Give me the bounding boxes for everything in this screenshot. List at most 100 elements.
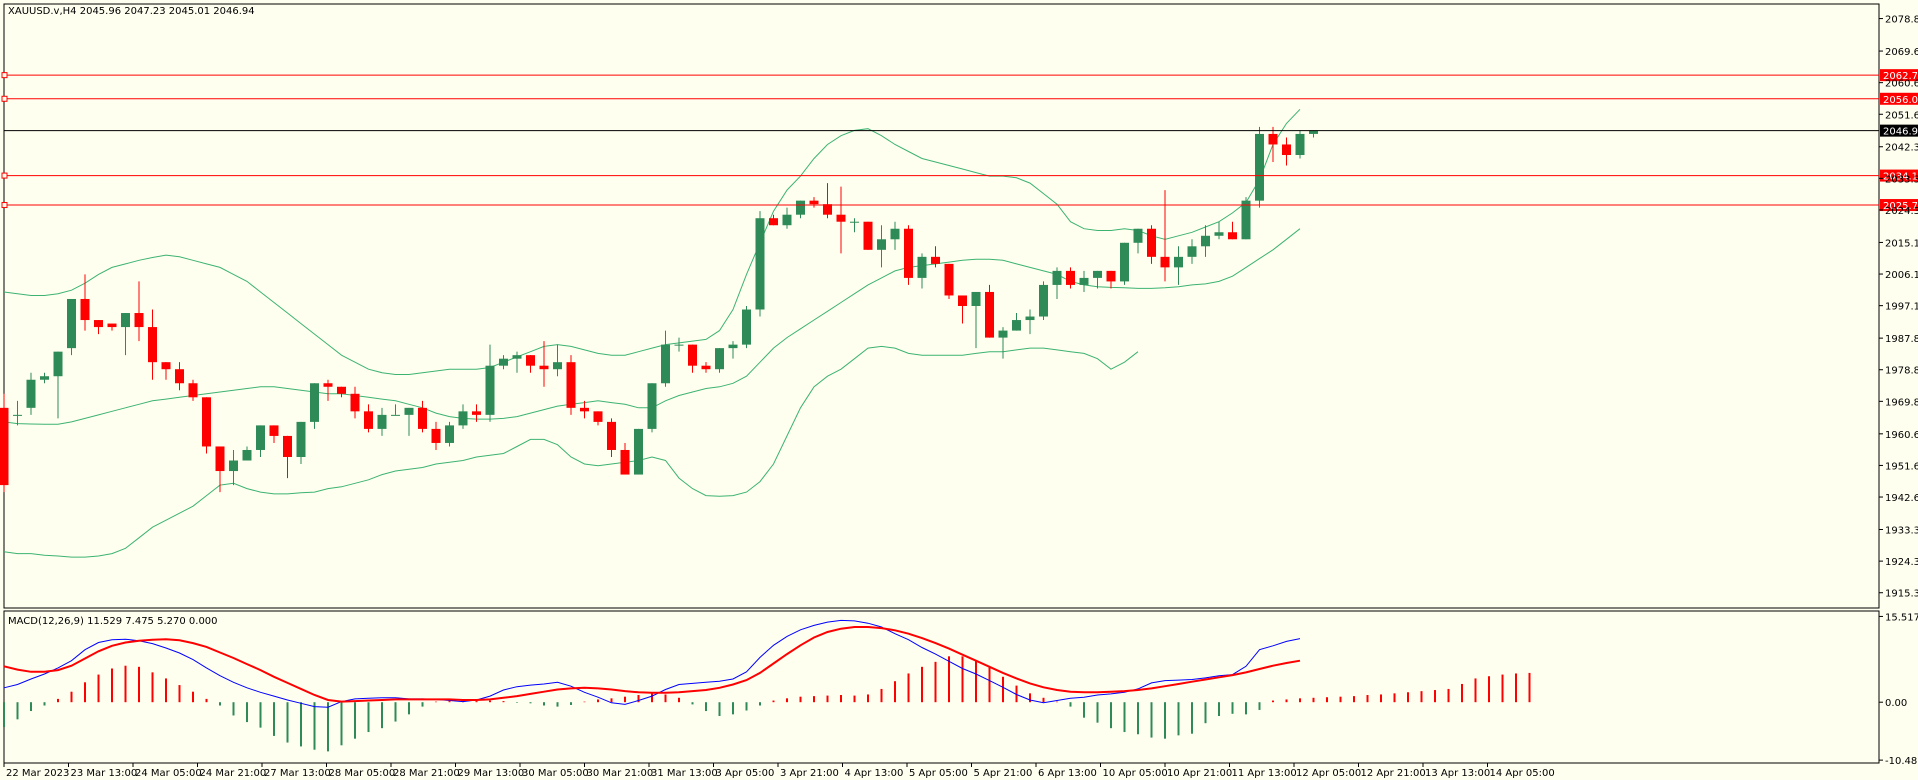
- candle-body: [553, 362, 562, 370]
- level-tag: [1880, 69, 1918, 82]
- price-tick-label: 1924.35: [1885, 557, 1918, 568]
- macd-tick-label: 0.00: [1885, 698, 1907, 709]
- price-tick-label: 2015.10: [1885, 238, 1918, 249]
- candle-body: [1079, 277, 1089, 285]
- candle-body: [1133, 228, 1143, 243]
- candle-body: [202, 397, 211, 447]
- candle-body: [121, 313, 130, 328]
- time-tick-label: 31 Mar 13:00: [651, 768, 718, 779]
- time-tick-label: 10 Apr 21:00: [1167, 768, 1232, 779]
- time-tick-label: 3 Apr 21:00: [780, 768, 839, 779]
- bollinger-upper-line: [3, 108, 1301, 375]
- candle-body: [769, 218, 778, 226]
- candle-body: [1255, 133, 1264, 201]
- candle-body: [863, 221, 873, 250]
- price-panel[interactable]: XAUUSD.v,H4 2045.96 2047.23 2045.01 2046…: [0, 3, 1918, 609]
- candle-body: [229, 460, 238, 472]
- candle-body: [809, 200, 819, 205]
- time-tick-label: 28 Mar 05:00: [329, 768, 396, 779]
- candle-body: [350, 393, 360, 412]
- candle-body: [742, 309, 751, 345]
- level-handle: [1, 172, 8, 179]
- candle-body: [998, 330, 1008, 338]
- time-tick-label: 28 Mar 21:00: [393, 768, 460, 779]
- time-tick-label: 10 Apr 05:00: [1103, 768, 1168, 779]
- horizontal-levels: 2062.74 2056.01 2034.14 2025.75 2046.94: [1, 69, 1918, 212]
- candle-body: [40, 376, 49, 380]
- candle-body: [161, 362, 171, 370]
- candle-body: [661, 344, 670, 384]
- candle-body: [1282, 144, 1291, 155]
- candle-body: [188, 383, 198, 398]
- candle-body: [377, 414, 387, 429]
- candle-body: [512, 355, 522, 359]
- candle-body: [1093, 270, 1102, 278]
- candle-body: [418, 407, 427, 429]
- current-price-label: 2046.94: [1883, 127, 1918, 138]
- candle-body: [391, 414, 400, 416]
- candle-body: [499, 358, 508, 366]
- candle-body: [0, 407, 9, 486]
- candle-body: [958, 295, 967, 306]
- candle-body: [445, 425, 454, 443]
- candle-body: [728, 344, 738, 349]
- candle-body: [904, 228, 913, 278]
- time-tick-label: 29 Mar 13:00: [458, 768, 525, 779]
- level-tag-label: 2025.75: [1883, 201, 1918, 212]
- candle-body: [971, 291, 981, 306]
- candle-body: [782, 214, 792, 226]
- price-tick-label: 2078.85: [1885, 15, 1918, 26]
- price-tick-label: 2033.35: [1885, 174, 1918, 185]
- time-tick-label: 12 Apr 05:00: [1296, 768, 1361, 779]
- level-handle: [1, 72, 8, 79]
- price-tick-label: 1933.35: [1885, 526, 1918, 537]
- candle-body: [890, 228, 900, 240]
- candle-body: [1174, 256, 1183, 268]
- candle-body: [485, 365, 495, 415]
- candle-body: [1309, 130, 1318, 134]
- time-tick-label: 30 Mar 21:00: [587, 768, 654, 779]
- level-tag-label: 2034.14: [1883, 172, 1918, 183]
- candle-body: [242, 449, 252, 461]
- candle-body: [310, 383, 319, 422]
- macd-tick-label: -10.48: [1885, 756, 1917, 767]
- candle-body: [13, 414, 22, 416]
- price-tick-label: 1915.35: [1885, 589, 1918, 600]
- candle-body: [1012, 320, 1021, 331]
- candle-body: [337, 386, 346, 394]
- macd-signal-line: [3, 626, 1301, 703]
- price-tick-label: 2042.35: [1885, 143, 1918, 154]
- candle-body: [634, 428, 643, 475]
- candle-body: [607, 421, 616, 450]
- time-tick-label: 22 Mar 2023: [6, 768, 69, 779]
- time-tick-label: 24 Mar 21:00: [200, 768, 267, 779]
- candle-body: [215, 446, 225, 472]
- level-tag-label: 2056.01: [1883, 95, 1918, 106]
- candle-body: [1295, 133, 1305, 155]
- bollinger-lower-line: [3, 345, 1139, 558]
- candle-body: [148, 327, 157, 363]
- candle-body: [1201, 235, 1210, 247]
- price-tick-label: 2069.60: [1885, 47, 1918, 58]
- candle-body: [269, 425, 279, 436]
- candle-body: [1241, 200, 1251, 240]
- candle-body: [620, 449, 630, 475]
- candle-body: [944, 263, 954, 296]
- candle-body: [1039, 284, 1048, 317]
- candle-body: [1187, 246, 1197, 257]
- candle-body: [755, 218, 765, 310]
- macd-axis: 15.517 0.00 -10.48: [1879, 612, 1918, 767]
- price-tick-label: 1969.85: [1885, 397, 1918, 408]
- candle-body: [647, 383, 657, 429]
- candle-body: [1147, 228, 1156, 257]
- candle-body: [296, 421, 306, 457]
- candle-body: [364, 411, 373, 429]
- time-tick-label: 27 Mar 13:00: [264, 768, 331, 779]
- macd-panel[interactable]: MACD(12,26,9) 11.529 7.475 5.270 0.000 1…: [3, 610, 1918, 767]
- candle-body: [94, 320, 103, 328]
- candle-body: [256, 425, 265, 450]
- candle-body: [931, 256, 940, 264]
- candle-body: [580, 407, 589, 412]
- price-tick-label: 2006.10: [1885, 270, 1918, 281]
